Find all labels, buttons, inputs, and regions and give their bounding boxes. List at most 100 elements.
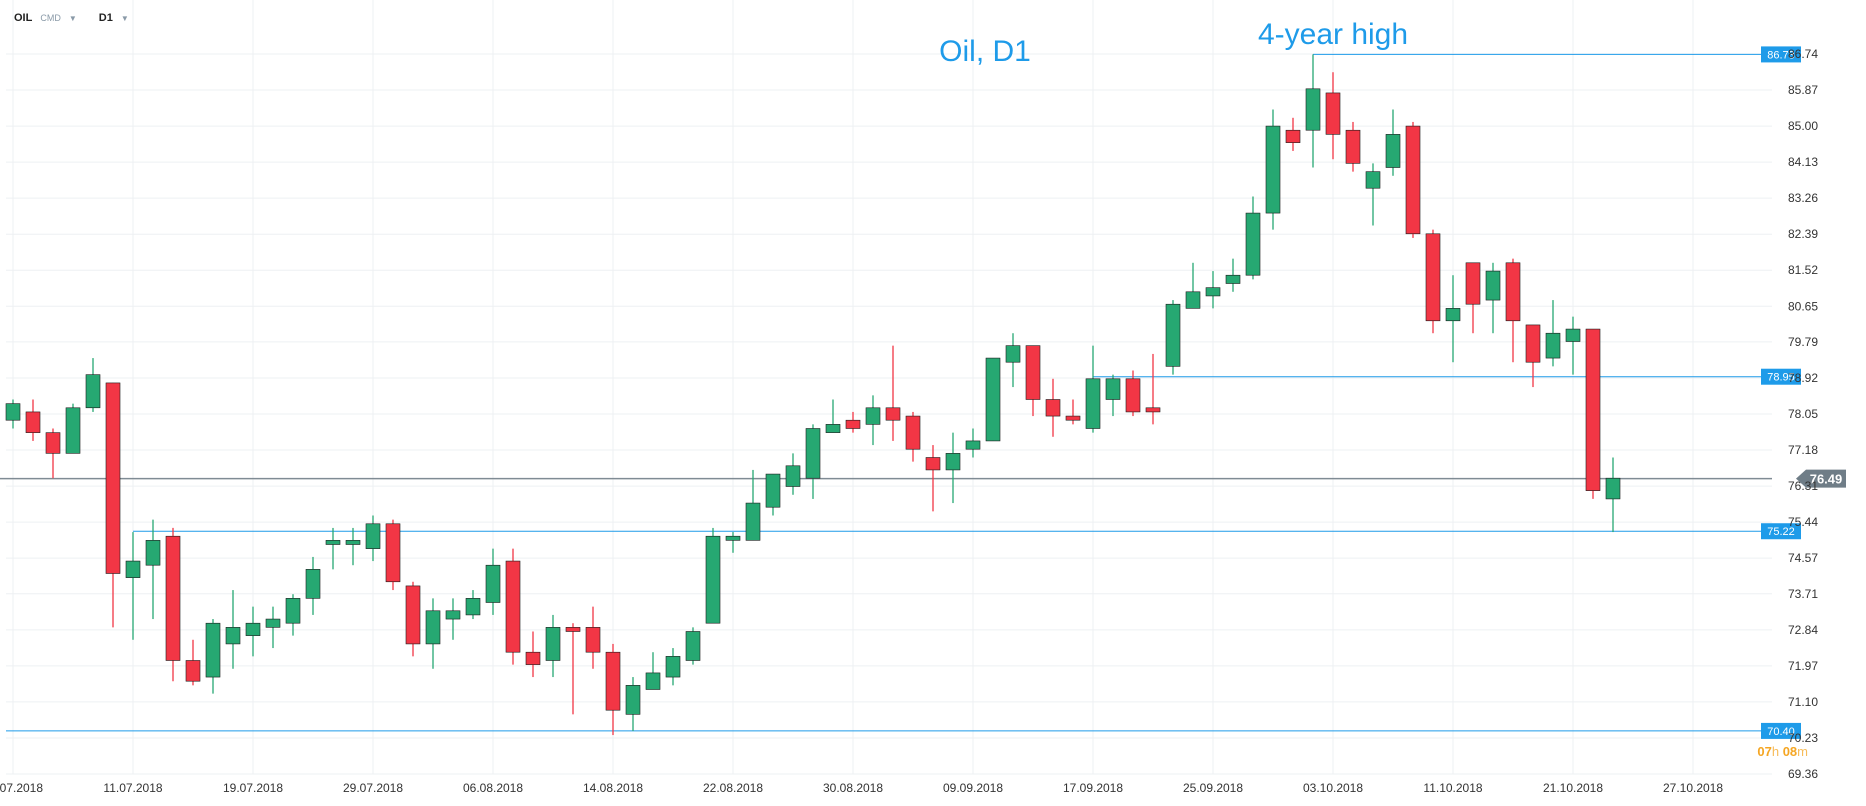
candle-body <box>25 411 41 433</box>
candle-bullish <box>65 403 81 454</box>
candle-bearish <box>1065 399 1081 425</box>
candle-body <box>1225 274 1241 284</box>
candle-body <box>1085 378 1101 429</box>
candle-body <box>485 564 501 603</box>
candle-body <box>285 598 301 624</box>
candle-bearish <box>1465 262 1481 334</box>
candle-bearish <box>925 445 941 512</box>
candle-bearish <box>185 639 201 686</box>
candle-bearish <box>1145 353 1161 425</box>
candle-body <box>845 419 861 429</box>
candle-bearish <box>1285 117 1301 151</box>
candle-body <box>725 535 741 541</box>
candle-bullish <box>625 677 641 731</box>
candle-body <box>425 610 441 645</box>
candle-bullish <box>985 357 1001 442</box>
chevron-down-icon[interactable]: ▼ <box>68 13 77 23</box>
symbol-label[interactable]: OIL <box>14 12 33 24</box>
x-tick-label: 14.08.2018 <box>583 781 643 795</box>
candle-bullish <box>365 515 381 562</box>
candle-bearish <box>505 548 521 665</box>
candle-bearish <box>605 643 621 736</box>
candle-bullish <box>265 606 281 649</box>
level-badge-label: 70.40 <box>1767 726 1795 738</box>
candle-bullish <box>145 519 161 620</box>
candle-bullish <box>825 399 841 433</box>
candle-bullish <box>305 556 321 615</box>
candle-bullish <box>945 432 961 504</box>
candle-body <box>105 382 121 574</box>
candle-body <box>1165 303 1181 367</box>
candle-bullish <box>665 648 681 686</box>
x-tick-label: 11.07.2018 <box>103 781 162 795</box>
current-price-tag <box>1796 469 1846 488</box>
candle-body <box>165 535 181 661</box>
countdown-minutes-unit: m <box>1797 744 1808 759</box>
y-tick-label: 85.87 <box>1788 83 1818 97</box>
y-tick-label: 74.57 <box>1788 551 1818 565</box>
y-tick-label: 85.00 <box>1788 119 1818 133</box>
candle-body <box>785 465 801 487</box>
candles <box>5 54 1621 736</box>
candle-body <box>825 424 841 433</box>
candle-bullish <box>5 399 21 429</box>
candle-body <box>325 540 341 545</box>
candle-body <box>1025 345 1041 400</box>
candle-bearish <box>1425 229 1441 334</box>
candle-bullish <box>745 469 761 541</box>
y-tick-label: 82.39 <box>1788 227 1818 241</box>
candle-body <box>1305 88 1321 131</box>
candle-body <box>1605 477 1621 500</box>
candle-bullish <box>685 627 701 665</box>
candle-bullish <box>1205 271 1221 309</box>
candle-body <box>85 374 101 409</box>
candle-body <box>145 540 161 566</box>
candle-bullish <box>725 532 741 553</box>
chevron-down-icon[interactable]: ▼ <box>120 13 129 23</box>
candle-body <box>985 357 1001 442</box>
timeframe-selector[interactable]: D1 <box>98 12 113 24</box>
candle-body <box>865 407 881 425</box>
y-tick-label: 78.92 <box>1788 371 1818 385</box>
candle-bullish <box>345 527 361 566</box>
candle-body <box>1565 328 1581 342</box>
candle-bullish <box>1545 300 1561 367</box>
candle-bullish <box>865 395 881 446</box>
candle-body <box>1405 125 1421 235</box>
candle-bullish <box>1485 262 1501 334</box>
y-tick-label: 77.18 <box>1788 443 1818 457</box>
candle-body <box>505 560 521 653</box>
chart-toolbar: OIL CMD ▼ D1 ▼ <box>14 9 135 27</box>
candle-bearish <box>885 345 901 441</box>
candle-body <box>385 523 401 583</box>
candle-body <box>205 622 221 678</box>
candle-bearish <box>565 623 581 715</box>
current-price-label: 76.49 <box>1810 472 1843 487</box>
candle-body <box>1485 270 1501 301</box>
candle-body <box>585 627 601 653</box>
candle-bullish <box>1445 275 1461 363</box>
y-tick-label: 72.84 <box>1788 623 1818 637</box>
candle-body <box>905 415 921 450</box>
x-tick-label: 22.08.2018 <box>703 781 763 795</box>
candle-bullish <box>1165 300 1181 375</box>
x-tick-label: 30.08.2018 <box>823 781 883 795</box>
x-tick-label: 03.10.2018 <box>1303 781 1363 795</box>
candle-bullish <box>1245 196 1261 280</box>
y-tick-label: 83.26 <box>1788 191 1818 205</box>
candle-body <box>1545 332 1561 359</box>
candle-bullish <box>225 590 241 669</box>
candle-body <box>1005 345 1021 363</box>
candle-bullish <box>245 606 261 657</box>
y-tick-label: 70.23 <box>1788 731 1818 745</box>
candle-bullish <box>645 652 661 690</box>
x-tick-label: 27.10.2018 <box>1663 781 1723 795</box>
candle-body <box>1345 129 1361 164</box>
candle-bearish <box>1405 121 1421 238</box>
level-badge <box>1761 46 1801 63</box>
candle-bearish <box>1025 345 1041 417</box>
y-tick-label: 71.97 <box>1788 659 1818 673</box>
candle-bullish <box>1385 109 1401 176</box>
y-tick-label: 76.31 <box>1788 479 1818 493</box>
